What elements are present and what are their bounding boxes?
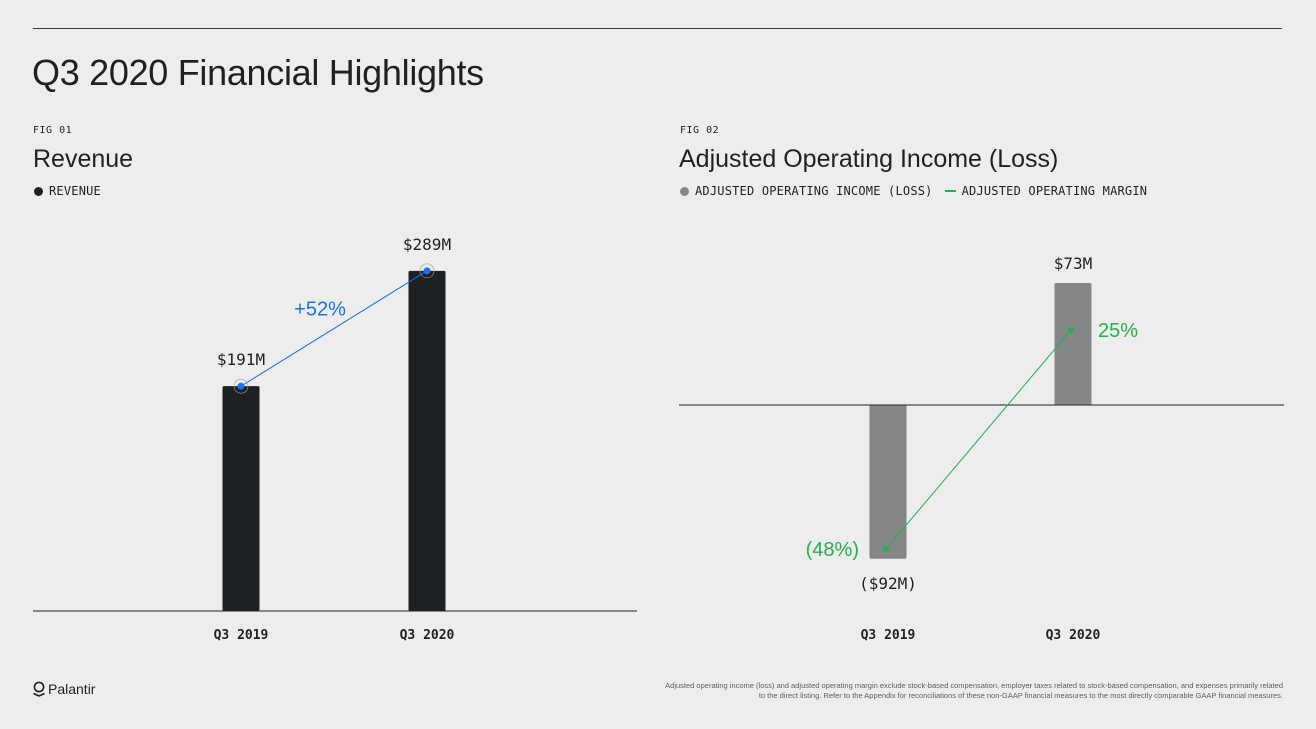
income-chart-title: Adjusted Operating Income (Loss) — [679, 145, 1059, 173]
revenue-legend-dot-icon — [34, 186, 43, 196]
logo-text: Palantir — [48, 681, 96, 697]
margin-legend-line-icon — [944, 190, 956, 192]
revenue-x-tick-1: Q3 2020 — [400, 628, 455, 643]
income-chart: ($92M) Q3 2019 $73M Q3 2020 (48%) 25% — [679, 254, 1284, 643]
income-bar-1 — [1054, 283, 1092, 405]
revenue-growth-point-ring-1 — [419, 263, 435, 279]
revenue-growth-point-ring-0 — [233, 378, 249, 394]
palantir-logo: Palantir — [32, 681, 95, 697]
revenue-bar-1 — [408, 270, 446, 611]
page-title: Q3 2020 Financial Highlights — [32, 52, 484, 93]
income-data-label-1: $73M — [1054, 254, 1093, 273]
revenue-growth-line — [240, 270, 428, 387]
fig01-label: FIG 01 — [33, 125, 73, 136]
income-legend: ADJUSTED OPERATING INCOME (LOSS) ADJUSTE… — [680, 184, 1147, 198]
income-legend-label: ADJUSTED OPERATING INCOME (LOSS) — [695, 184, 933, 198]
income-x-tick-0: Q3 2019 — [861, 628, 916, 643]
income-x-tick-1: Q3 2020 — [1046, 628, 1101, 643]
margin-legend-label: ADJUSTED OPERATING MARGIN — [961, 184, 1148, 198]
revenue-chart: $191M Q3 2019 $289M Q3 2020 +52% — [33, 235, 637, 643]
margin-line — [885, 329, 1072, 550]
margin-point-1 — [1068, 327, 1074, 333]
margin-label-0: (48%) — [806, 539, 859, 561]
revenue-legend: REVENUE — [34, 184, 101, 198]
margin-label-1: 25% — [1098, 320, 1138, 342]
revenue-x-tick-0: Q3 2019 — [214, 628, 269, 643]
margin-point-0 — [883, 546, 889, 552]
revenue-chart-title: Revenue — [33, 145, 134, 173]
revenue-growth-point-0 — [237, 382, 245, 390]
footnote: Adjusted operating income (loss) and adj… — [665, 681, 1283, 700]
income-data-label-0: ($92M) — [859, 574, 917, 593]
revenue-data-label-1: $289M — [403, 235, 451, 254]
income-legend-dot-icon — [680, 186, 689, 196]
revenue-data-label-0: $191M — [217, 350, 265, 369]
income-bar-0 — [869, 405, 907, 559]
revenue-growth-point-1 — [423, 267, 431, 275]
palantir-logo-icon — [33, 681, 45, 697]
fig02-label: FIG 02 — [680, 125, 720, 136]
revenue-bar-0 — [222, 386, 260, 611]
revenue-legend-label: REVENUE — [49, 184, 101, 198]
revenue-growth-annotation: +52% — [294, 299, 346, 321]
top-divider — [33, 28, 1282, 29]
